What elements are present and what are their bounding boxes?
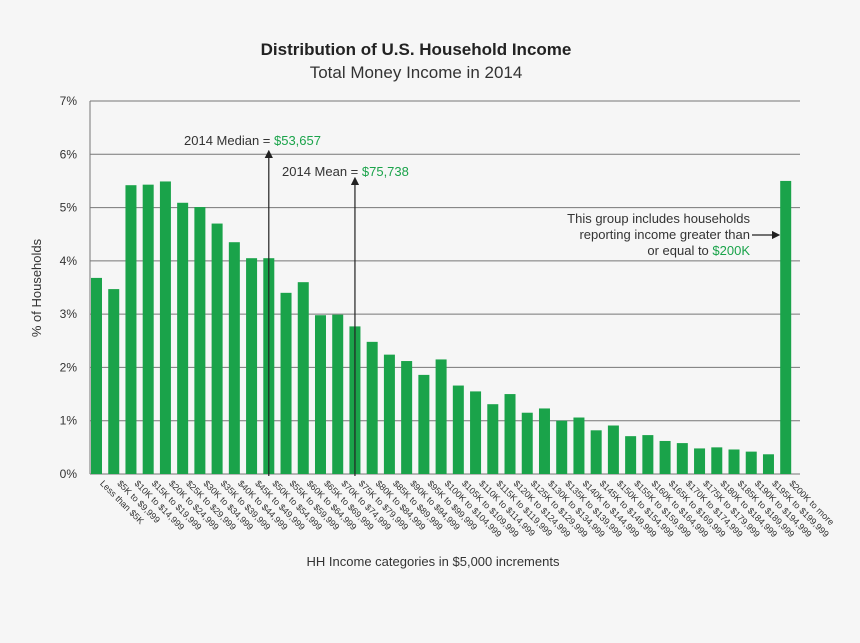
bar <box>590 430 602 474</box>
y-tick-label: 1% <box>60 414 78 428</box>
note-line-1: This group includes households <box>567 211 750 226</box>
y-tick-label: 2% <box>60 360 78 374</box>
bar <box>487 404 499 474</box>
bar <box>383 354 395 474</box>
bar <box>280 292 292 474</box>
bar <box>452 385 464 474</box>
bar <box>556 420 568 474</box>
bar <box>125 185 137 475</box>
bar <box>142 184 154 474</box>
mean-annotation: 2014 Mean = $75,738 <box>282 164 409 179</box>
bar <box>538 408 550 474</box>
bar <box>194 207 206 474</box>
bar <box>607 425 619 474</box>
y-axis-label: % of Households <box>29 238 44 337</box>
mean-label: 2014 Mean = <box>282 164 362 179</box>
note-line-3: or equal to $200K <box>647 243 750 258</box>
y-tick-label: 5% <box>60 201 78 215</box>
bar <box>108 289 120 474</box>
mean-value: $75,738 <box>362 164 409 179</box>
median-value: $53,657 <box>274 133 321 148</box>
y-tick-label: 3% <box>60 307 78 321</box>
bar <box>228 242 240 474</box>
chart-subtitle: Total Money Income in 2014 <box>310 63 523 82</box>
y-tick-label: 6% <box>60 147 78 161</box>
bar <box>504 394 516 474</box>
bar <box>401 361 413 474</box>
note-line-2: reporting income greater than <box>579 227 750 242</box>
note-value: $200K <box>712 243 750 258</box>
x-axis-label: HH Income categories in $5,000 increment… <box>307 554 560 569</box>
bar <box>211 223 223 474</box>
bar <box>711 447 723 474</box>
bar <box>177 202 189 475</box>
y-tick-label: 4% <box>60 254 78 268</box>
bar <box>246 258 258 474</box>
bar <box>332 314 344 474</box>
bar <box>91 277 102 474</box>
y-axis-ticks: 0% 1% 2% 3% 4% 5% 6% 7% <box>60 94 78 481</box>
median-annotation: 2014 Median = $53,657 <box>184 133 321 148</box>
bar <box>435 359 447 474</box>
y-tick-label: 7% <box>60 94 78 108</box>
bar <box>745 451 757 474</box>
bar <box>676 443 688 474</box>
bar <box>521 412 533 474</box>
note-line-3-text: or equal to <box>647 243 712 258</box>
bar <box>297 282 309 474</box>
bar <box>573 417 585 474</box>
bar <box>762 454 774 474</box>
bar <box>625 436 637 474</box>
bar <box>159 181 171 474</box>
x-axis-ticks: Less than $5K$5K to $9,999$10K to $14,99… <box>98 478 836 539</box>
bar <box>780 180 792 474</box>
annotations: 2014 Median = $53,657 2014 Mean = $75,738… <box>184 133 781 476</box>
bar <box>314 315 326 474</box>
y-tick-label: 0% <box>60 467 78 481</box>
bar <box>728 449 740 474</box>
bar <box>418 374 430 474</box>
bar <box>694 448 706 474</box>
chart-title: Distribution of U.S. Household Income <box>261 40 572 59</box>
bar <box>470 391 482 474</box>
bar <box>659 440 671 474</box>
median-label: 2014 Median = <box>184 133 274 148</box>
bar <box>366 341 378 474</box>
bar <box>642 435 654 474</box>
